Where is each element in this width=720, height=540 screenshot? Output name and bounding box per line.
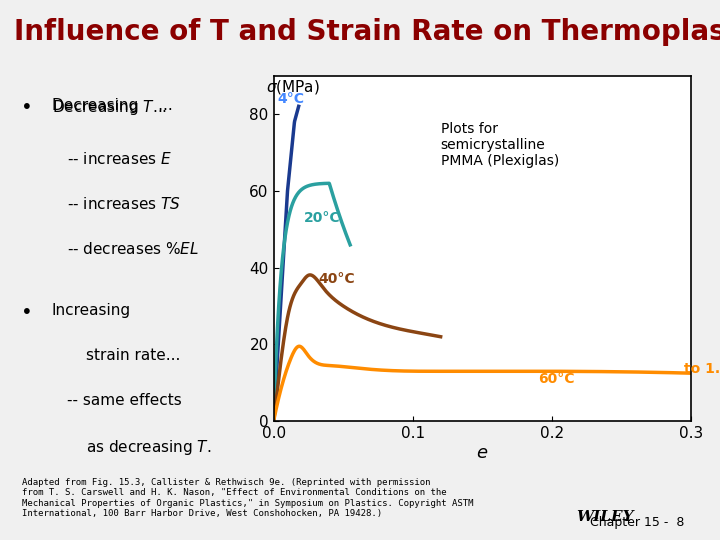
Text: -- decreases %$\mathit{EL}$: -- decreases %$\mathit{EL}$ <box>68 241 199 257</box>
Text: -- same effects: -- same effects <box>68 393 182 408</box>
Text: to 1.3: to 1.3 <box>684 362 720 376</box>
Text: -- increases $\mathit{E}$: -- increases $\mathit{E}$ <box>68 151 172 167</box>
Text: -- increases $\mathit{TS}$: -- increases $\mathit{TS}$ <box>68 196 181 212</box>
Text: Influence of T and Strain Rate on Thermoplastics: Influence of T and Strain Rate on Thermo… <box>14 18 720 46</box>
Text: Decreasing $\mathit{T}$...: Decreasing $\mathit{T}$... <box>52 98 167 117</box>
Text: 20°C: 20°C <box>305 211 341 225</box>
Text: 60°C: 60°C <box>538 372 575 386</box>
Text: as decreasing $\mathit{T}$.: as decreasing $\mathit{T}$. <box>86 438 211 457</box>
Text: $\sigma$(MPa): $\sigma$(MPa) <box>266 78 320 96</box>
X-axis label: $\mathit{e}$: $\mathit{e}$ <box>476 444 489 462</box>
Text: Decreasing      ...: Decreasing ... <box>52 98 173 113</box>
Text: strain rate...: strain rate... <box>86 348 180 363</box>
Text: •: • <box>21 303 32 322</box>
Text: Chapter 15 -  8: Chapter 15 - 8 <box>590 516 684 529</box>
Text: Plots for
semicrystalline
PMMA (Plexiglas): Plots for semicrystalline PMMA (Plexigla… <box>441 122 559 168</box>
Text: 40°C: 40°C <box>318 272 355 286</box>
Text: Increasing: Increasing <box>52 303 131 318</box>
Text: Adapted from Fig. 15.3, Callister & Rethwisch 9e. (Reprinted with permission
fro: Adapted from Fig. 15.3, Callister & Reth… <box>22 478 473 518</box>
Text: 4°C: 4°C <box>278 92 305 106</box>
Text: •: • <box>21 98 32 117</box>
Text: WILEY: WILEY <box>576 510 634 524</box>
